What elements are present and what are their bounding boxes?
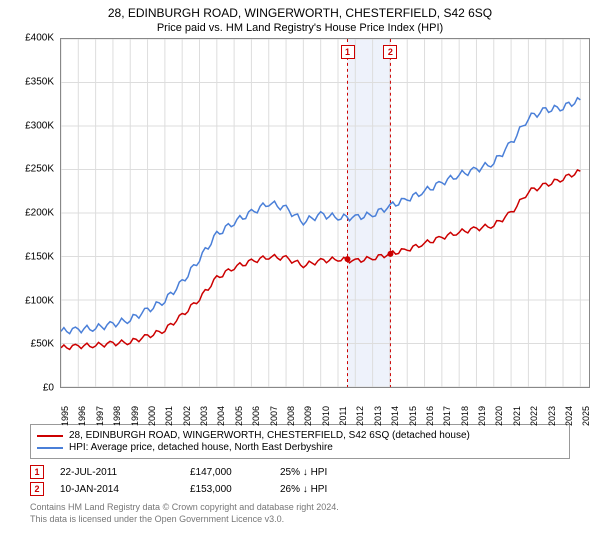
x-tick-label: 2020	[494, 406, 504, 426]
x-tick-label: 2024	[564, 406, 574, 426]
sale-date: 22-JUL-2011	[60, 467, 190, 478]
x-tick-label: 2001	[164, 406, 174, 426]
sale-price: £147,000	[190, 467, 280, 478]
footer-line-1: Contains HM Land Registry data © Crown c…	[30, 502, 570, 514]
sale-marker-box: 2	[383, 45, 397, 59]
x-tick-label: 2023	[547, 406, 557, 426]
y-tick-label: £50K	[31, 339, 54, 350]
plot-area: 12	[60, 38, 590, 388]
x-tick-label: 1995	[60, 406, 70, 426]
legend-swatch	[37, 447, 63, 449]
x-axis-labels: 1995199619971998199920002001200220032004…	[60, 390, 590, 418]
x-tick-label: 2013	[373, 406, 383, 426]
x-tick-label: 1997	[95, 406, 105, 426]
legend-swatch	[37, 435, 63, 437]
x-tick-label: 2012	[355, 406, 365, 426]
y-tick-label: £200K	[25, 208, 54, 219]
sale-date: 10-JAN-2014	[60, 484, 190, 495]
y-tick-label: £100K	[25, 295, 54, 306]
legend-row: 28, EDINBURGH ROAD, WINGERWORTH, CHESTER…	[37, 430, 563, 441]
sale-row: 2 10-JAN-2014 £153,000 26% ↓ HPI	[30, 482, 570, 496]
legend-label: HPI: Average price, detached house, Nort…	[69, 442, 333, 453]
x-tick-label: 2009	[303, 406, 313, 426]
x-tick-label: 2006	[251, 406, 261, 426]
x-tick-label: 2017	[442, 406, 452, 426]
y-tick-label: £400K	[25, 33, 54, 44]
x-tick-label: 2008	[286, 406, 296, 426]
sale-price: £153,000	[190, 484, 280, 495]
sale-note: 25% ↓ HPI	[280, 467, 327, 478]
x-tick-label: 2014	[390, 406, 400, 426]
legend-label: 28, EDINBURGH ROAD, WINGERWORTH, CHESTER…	[69, 430, 470, 441]
y-tick-label: £150K	[25, 251, 54, 262]
x-tick-label: 1998	[112, 406, 122, 426]
y-tick-label: £350K	[25, 76, 54, 87]
footer-copyright: Contains HM Land Registry data © Crown c…	[30, 502, 570, 525]
x-tick-label: 2002	[182, 406, 192, 426]
x-tick-label: 2007	[269, 406, 279, 426]
footer-line-2: This data is licensed under the Open Gov…	[30, 514, 570, 526]
legend: 28, EDINBURGH ROAD, WINGERWORTH, CHESTER…	[30, 424, 570, 459]
sales-table: 1 22-JUL-2011 £147,000 25% ↓ HPI 2 10-JA…	[30, 465, 570, 496]
sale-marker-icon: 2	[30, 482, 44, 496]
x-tick-label: 2010	[321, 406, 331, 426]
x-tick-label: 2019	[477, 406, 487, 426]
x-tick-label: 2000	[147, 406, 157, 426]
x-tick-label: 2022	[529, 406, 539, 426]
x-tick-label: 2003	[199, 406, 209, 426]
x-tick-label: 1996	[77, 406, 87, 426]
sale-note: 26% ↓ HPI	[280, 484, 327, 495]
legend-row: HPI: Average price, detached house, Nort…	[37, 442, 563, 453]
sale-marker-box: 1	[341, 45, 355, 59]
x-tick-label: 2021	[512, 406, 522, 426]
y-tick-label: £300K	[25, 120, 54, 131]
chart-area: £0£50K£100K£150K£200K£250K£300K£350K£400…	[10, 38, 590, 418]
chart-title: 28, EDINBURGH ROAD, WINGERWORTH, CHESTER…	[0, 0, 600, 20]
y-tick-label: £250K	[25, 164, 54, 175]
x-tick-label: 2011	[338, 406, 348, 425]
x-tick-label: 1999	[130, 406, 140, 426]
x-tick-label: 2025	[581, 406, 591, 426]
chart-svg	[61, 39, 589, 387]
x-tick-label: 2016	[425, 406, 435, 426]
sale-row: 1 22-JUL-2011 £147,000 25% ↓ HPI	[30, 465, 570, 479]
sale-marker-icon: 1	[30, 465, 44, 479]
x-tick-label: 2005	[234, 406, 244, 426]
x-tick-label: 2015	[408, 406, 418, 426]
chart-subtitle: Price paid vs. HM Land Registry's House …	[0, 20, 600, 38]
chart-container: 28, EDINBURGH ROAD, WINGERWORTH, CHESTER…	[0, 0, 600, 560]
y-tick-label: £0	[43, 383, 54, 394]
x-tick-label: 2004	[216, 406, 226, 426]
y-axis-labels: £0£50K£100K£150K£200K£250K£300K£350K£400…	[10, 38, 58, 388]
x-tick-label: 2018	[460, 406, 470, 426]
